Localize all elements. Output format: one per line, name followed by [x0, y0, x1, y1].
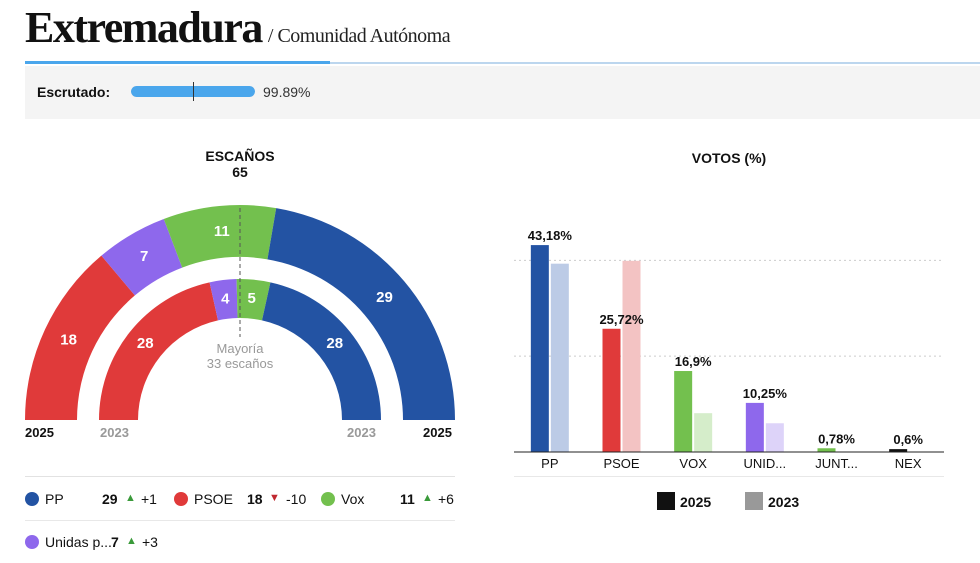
triangle-up-icon: ▲	[126, 535, 137, 547]
seat-segment	[101, 218, 183, 296]
year-label-2023-left: 2023	[100, 425, 129, 440]
bar-category-label: VOX	[679, 456, 707, 471]
bar-category-label: UNID...	[744, 456, 787, 471]
year-label-2023-right: 2023	[347, 425, 376, 440]
seat-segment	[25, 255, 135, 420]
party-name: Unidas p...	[45, 534, 112, 550]
year-label-2025-left: 2025	[25, 425, 54, 440]
year-label-2025-right: 2025	[423, 425, 452, 440]
seat-segment	[209, 279, 238, 321]
bar-2023	[765, 423, 784, 452]
party-seats: 11	[400, 491, 415, 507]
scrutiny-progress-fill	[131, 86, 255, 97]
party-seats: 29	[102, 491, 118, 507]
votes-legend-divider	[514, 476, 944, 477]
votes-bars: 43,18% PP 25,72% PSOE 16,9% VOX 10,25% UNID... 0…	[528, 228, 924, 471]
seat-segment-label: 29	[376, 289, 393, 306]
bar-2025	[530, 245, 549, 452]
seat-segment	[163, 205, 277, 268]
page-title: Extremadura	[25, 3, 263, 52]
hemicycle-segments: 18 7 11 29 28 4 5 28	[25, 205, 455, 420]
legend-swatch-2025	[657, 492, 675, 510]
votes-gridlines	[514, 259, 944, 357]
party-legend-divider	[25, 520, 455, 521]
bar-value-label: 25,72%	[599, 312, 644, 327]
party-seats: 7	[111, 534, 119, 550]
party-seat-diff: +3	[142, 534, 158, 550]
votes-legend: 2025 2023	[657, 492, 799, 510]
bar-value-label: 0,78%	[818, 431, 855, 446]
bar-value-label: 43,18%	[528, 228, 573, 243]
legend-swatch-2023	[745, 492, 763, 510]
triangle-up-icon: ▲	[125, 492, 136, 504]
seat-segment-label: 18	[60, 331, 77, 348]
header-divider	[25, 62, 980, 64]
bar-2025	[889, 449, 908, 452]
bar-category-label: JUNT...	[815, 456, 858, 471]
party-seat-diff: +6	[438, 491, 454, 507]
triangle-down-icon: ▼	[269, 492, 280, 504]
bar-2025	[745, 402, 764, 452]
party-color-dot	[25, 492, 39, 506]
party-legend: PP 29 ▲ +1 PSOE 18 ▼ -10 Vox 11 ▲ +6 Uni…	[25, 476, 455, 550]
party-seats: 18	[247, 491, 263, 507]
legend-label-2025: 2025	[680, 494, 711, 510]
seats-chart-title: ESCAÑOS	[205, 147, 274, 164]
seat-segment	[236, 279, 271, 321]
seat-segment-label: 28	[326, 335, 343, 352]
party-legend-item: PP 29 ▲ +1	[25, 489, 165, 509]
header-divider-accent	[25, 61, 330, 64]
seat-segment	[267, 208, 455, 420]
party-color-dot	[321, 492, 335, 506]
bar-value-label: 0,6%	[893, 432, 923, 447]
bar-2023	[622, 260, 641, 452]
legend-label-2023: 2023	[768, 494, 799, 510]
bar-2025	[817, 448, 836, 452]
party-name: Vox	[341, 491, 365, 507]
scrutiny-bar: Escrutado: 99.89%	[25, 66, 980, 119]
scrutiny-value: 99.89%	[263, 84, 311, 100]
party-seat-diff: +1	[141, 491, 157, 507]
bar-category-label: PP	[541, 456, 558, 471]
party-legend-item: Vox 11 ▲ +6	[321, 489, 461, 509]
party-seat-diff: -10	[286, 491, 307, 507]
page-header: Extremadura / Comunidad Autónoma	[25, 2, 451, 54]
seats-chart-total: 65	[232, 164, 248, 180]
bar-2025	[602, 328, 621, 452]
party-color-dot	[25, 535, 39, 549]
bar-value-label: 10,25%	[743, 386, 788, 401]
party-color-dot	[174, 492, 188, 506]
majority-label: Mayoría	[217, 341, 265, 356]
seat-segment-label: 11	[214, 223, 230, 240]
bar-2023	[550, 263, 569, 452]
seat-segment-label: 28	[137, 335, 154, 352]
bar-2025	[674, 371, 693, 452]
party-legend-item: Unidas p... 7 ▲ +3	[25, 532, 185, 552]
scrutiny-midpoint-tick	[193, 82, 194, 101]
bar-value-label: 16,9%	[675, 354, 712, 369]
votes-chart: VOTOS (%) 43,18% PP 25,72% PSOE 16,9% VOX 10,2…	[514, 150, 944, 510]
page-subtitle: / Comunidad Autónoma	[267, 25, 451, 47]
scrutiny-label: Escrutado:	[37, 84, 111, 100]
seat-segment	[99, 282, 218, 420]
majority-seats-label: 33 escaños	[207, 356, 274, 371]
party-name: PP	[45, 491, 64, 507]
bar-2023	[694, 413, 713, 452]
seat-segment-label: 5	[248, 290, 256, 307]
seat-segment	[262, 282, 381, 420]
votes-chart-title: VOTOS (%)	[692, 150, 766, 166]
seat-segment-label: 7	[140, 248, 148, 265]
seat-segment-label: 4	[221, 290, 230, 307]
triangle-up-icon: ▲	[422, 492, 433, 504]
bar-category-label: NEX	[895, 456, 922, 471]
seats-chart: ESCAÑOS 65 18 7 11 29 28 4 5 28 Mayoría 33 esca…	[25, 147, 455, 440]
bar-category-label: PSOE	[603, 456, 639, 471]
party-legend-item: PSOE 18 ▼ -10	[174, 489, 314, 509]
party-name: PSOE	[194, 491, 233, 507]
